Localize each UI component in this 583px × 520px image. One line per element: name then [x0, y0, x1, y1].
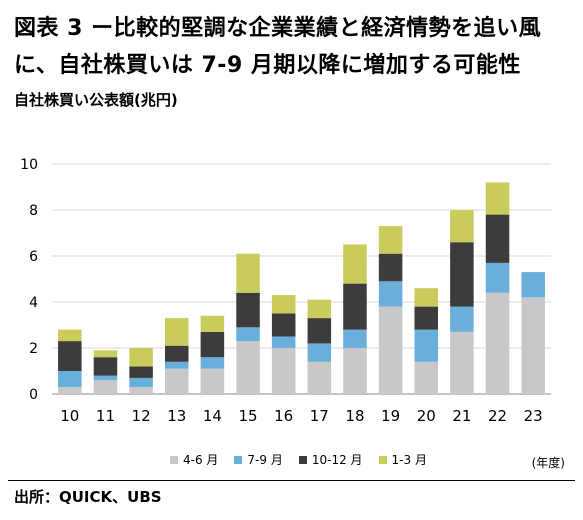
bar-segment-15-series-0 [236, 341, 260, 394]
bar-segment-17-series-0 [307, 361, 332, 394]
y-tick-label: 0 [29, 387, 38, 403]
legend-item-4-6: 4-6 月 [170, 451, 218, 468]
y-axis-unit-label: 自社株買い公表額(兆円) [14, 91, 178, 109]
chart-title-line-2: に、自社株買いは 7-9 月期以降に増加する可能性 [14, 53, 521, 78]
x-tick-label: 15 [238, 407, 257, 425]
bar-segment-23-series-1 [521, 272, 545, 298]
bar-segment-11-series-0 [93, 380, 118, 394]
bar-segment-10-series-0 [58, 387, 82, 394]
x-tick-label: 21 [452, 407, 471, 425]
bar-segment-10-series-3 [58, 329, 82, 342]
chart-title-line-1: 図表 3 ー比較的堅調な企業業績と経済情勢を追い風 [14, 16, 542, 41]
legend-swatch-1-3 [378, 455, 387, 464]
bar-segment-12-series-0 [129, 387, 153, 394]
bar-segment-15-series-1 [236, 327, 260, 342]
legend-label-4-6: 4-6 月 [183, 453, 219, 467]
legend-swatch-7-9 [234, 455, 243, 464]
y-tick-label: 6 [29, 249, 38, 265]
bar-segment-12-series-1 [129, 377, 153, 388]
x-tick-label: 10 [60, 407, 79, 425]
bar-segment-13-series-3 [164, 318, 189, 346]
bar-segment-11-series-2 [93, 357, 118, 376]
bar-segment-13-series-1 [164, 361, 189, 369]
bar-segment-19-series-2 [378, 253, 403, 282]
x-tick-label: 16 [274, 407, 293, 425]
bar-segment-14-series-1 [200, 357, 225, 369]
bar-segment-19-series-1 [378, 281, 403, 307]
legend-label-1-3: 1-3 月 [391, 453, 427, 467]
legend-item-10-12: 10-12 月 [298, 451, 363, 468]
x-tick-label: 14 [203, 407, 222, 425]
bar-segment-10-series-1 [58, 371, 82, 388]
bar-segment-22-series-2 [485, 214, 510, 263]
bar-segment-18-series-2 [343, 283, 367, 330]
bar-segment-16-series-0 [271, 348, 296, 394]
bar-segment-21-series-1 [450, 306, 474, 332]
y-tick-label: 2 [29, 341, 38, 357]
legend-item-7-9: 7-9 月 [234, 451, 283, 468]
y-tick-label: 8 [29, 203, 38, 219]
bar-segment-19-series-3 [378, 226, 403, 254]
source-note: 出所：QUICK、UBS [14, 488, 162, 506]
bar-segment-21-series-2 [450, 242, 474, 307]
footer-divider [8, 480, 575, 481]
bar-segment-14-series-0 [200, 368, 225, 394]
bar-segment-15-series-2 [236, 292, 260, 328]
bar-segment-12-series-2 [129, 366, 153, 378]
bar-segment-18-series-3 [343, 244, 367, 284]
bar-segment-21-series-3 [450, 210, 474, 243]
bar-segment-20-series-1 [414, 329, 439, 362]
legend-item-1-3: 1-3 月 [378, 451, 427, 468]
bar-segment-17-series-3 [307, 299, 332, 319]
x-tick-label: 20 [417, 407, 436, 425]
bar-segment-17-series-2 [307, 318, 332, 344]
legend-label-7-9: 7-9 月 [247, 453, 283, 467]
bar-segment-19-series-0 [378, 306, 403, 394]
bar-segment-22-series-3 [485, 182, 510, 215]
bar-segment-22-series-1 [485, 262, 510, 293]
bar-segment-17-series-1 [307, 343, 332, 362]
x-tick-label: 22 [488, 407, 507, 425]
bar-segment-20-series-3 [414, 288, 439, 307]
x-tick-label: 12 [132, 407, 151, 425]
bar-segment-21-series-0 [450, 331, 474, 394]
bar-segment-13-series-0 [164, 368, 189, 394]
x-tick-label: 23 [524, 407, 543, 425]
bar-segment-10-series-2 [58, 341, 82, 371]
bar-segment-16-series-3 [271, 295, 296, 314]
bar-segment-11-series-3 [93, 350, 118, 358]
bar-segment-11-series-1 [93, 375, 118, 381]
bar-segment-16-series-1 [271, 336, 296, 348]
legend-swatch-4-6 [170, 455, 178, 464]
bar-segment-18-series-1 [343, 329, 367, 348]
bar-segment-12-series-3 [129, 348, 153, 367]
x-tick-label: 18 [345, 407, 364, 425]
legend-swatch-10-12 [298, 455, 307, 464]
stacked-bar-chart: 0 2 4 6 8 10 10 11 12 13 14 15 16 17 18 19 20 21 22 23 [20, 157, 551, 425]
bar-segment-14-series-2 [200, 331, 225, 358]
bar-segment-18-series-0 [343, 348, 367, 394]
legend-label-10-12: 10-12 月 [311, 453, 363, 467]
chart-legend: 4-6 月 7-9 月 10-12 月 1-3 月 [170, 451, 427, 468]
x-tick-label: 19 [381, 407, 400, 425]
x-tick-label: 11 [96, 407, 115, 425]
bar-segment-20-series-0 [414, 361, 439, 394]
bar-segment-20-series-2 [414, 306, 439, 330]
x-tick-label: 13 [167, 407, 186, 425]
y-tick-label: 4 [29, 295, 38, 311]
bar-segment-22-series-0 [485, 292, 510, 394]
y-tick-label: 10 [20, 157, 38, 173]
bar-segment-15-series-3 [236, 253, 260, 293]
x-axis-unit-note: (年度) [531, 456, 565, 470]
bar-segment-14-series-3 [200, 315, 225, 332]
bar-segment-13-series-2 [164, 345, 189, 362]
x-tick-label: 17 [310, 407, 329, 425]
bar-segment-23-series-0 [521, 297, 545, 394]
bar-segment-16-series-2 [271, 313, 296, 337]
